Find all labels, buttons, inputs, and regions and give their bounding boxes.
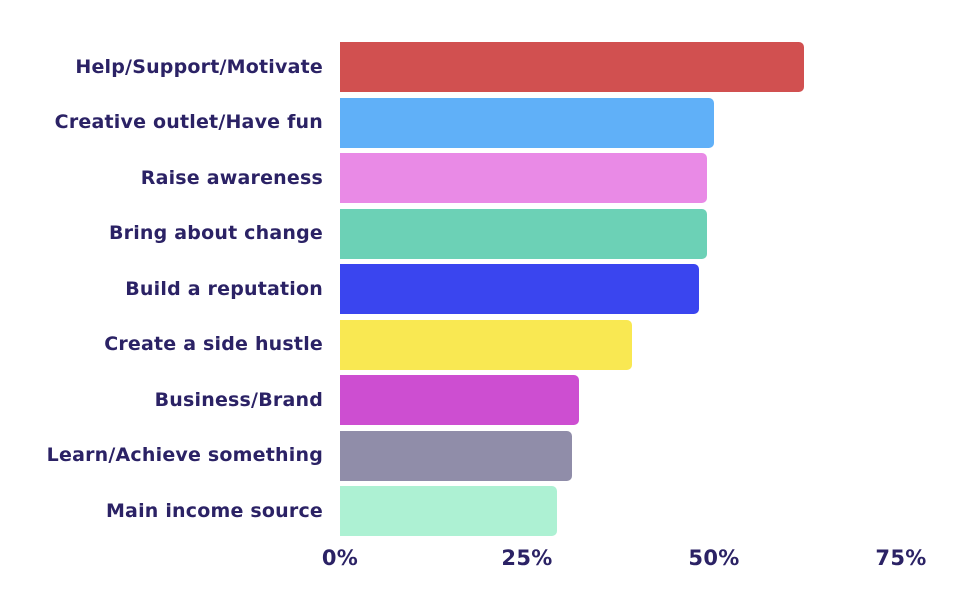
bar-track	[340, 153, 901, 203]
chart-row-create-a-side-hustle: Create a side hustle	[0, 319, 960, 370]
x-axis-tick: 75%	[875, 546, 927, 570]
bar-learn-achieve-something	[340, 430, 572, 481]
bar-track	[340, 319, 901, 370]
bar-build-a-reputation	[340, 264, 700, 314]
category-label: Bring about change	[108, 222, 323, 245]
bar-track	[340, 264, 901, 314]
category-label: Help/Support/Motivate	[75, 55, 323, 78]
chart-rows: Help/Support/Motivate Creative outlet/Hav…	[0, 42, 960, 536]
chart-row-main-income-source: Main income source	[0, 486, 960, 536]
chart-row-raise-awareness: Raise awareness	[0, 153, 960, 203]
bar-creative-outlet-have-fun	[340, 97, 714, 148]
chart-row-help-support-motivate: Help/Support/Motivate	[0, 42, 960, 92]
category-label: Raise awareness	[140, 166, 323, 189]
bar-bring-about-change	[340, 208, 707, 259]
x-axis-tick: 25%	[501, 546, 553, 570]
bar-create-a-side-hustle	[340, 319, 632, 370]
chart-row-business-brand: Business/Brand	[0, 375, 960, 425]
chart-row-creative-outlet-have-fun: Creative outlet/Have fun	[0, 97, 960, 148]
category-label: Business/Brand	[154, 388, 323, 411]
category-label: Learn/Achieve something	[46, 444, 323, 467]
bar-track	[340, 208, 901, 259]
bar-track	[340, 375, 901, 425]
chart-row-learn-achieve-something: Learn/Achieve something	[0, 430, 960, 481]
bar-track	[340, 97, 901, 148]
chart-row-build-a-reputation: Build a reputation	[0, 264, 960, 314]
bar-business-brand	[340, 375, 580, 425]
bar-help-support-motivate	[340, 42, 804, 92]
bar-track	[340, 42, 901, 92]
bar-main-income-source	[340, 486, 557, 536]
x-axis: 0% 25% 50% 75%	[322, 546, 926, 576]
category-label: Main income source	[105, 499, 323, 522]
category-label: Create a side hustle	[104, 333, 323, 356]
category-label: Build a reputation	[125, 277, 323, 300]
bar-track	[340, 430, 901, 481]
chart-row-bring-about-change: Bring about change	[0, 208, 960, 259]
x-axis-tick: 50%	[688, 546, 740, 570]
category-label: Creative outlet/Have fun	[54, 111, 323, 134]
bar-track	[340, 486, 901, 536]
bar-raise-awareness	[340, 153, 707, 203]
x-axis-tick: 0%	[321, 546, 359, 570]
